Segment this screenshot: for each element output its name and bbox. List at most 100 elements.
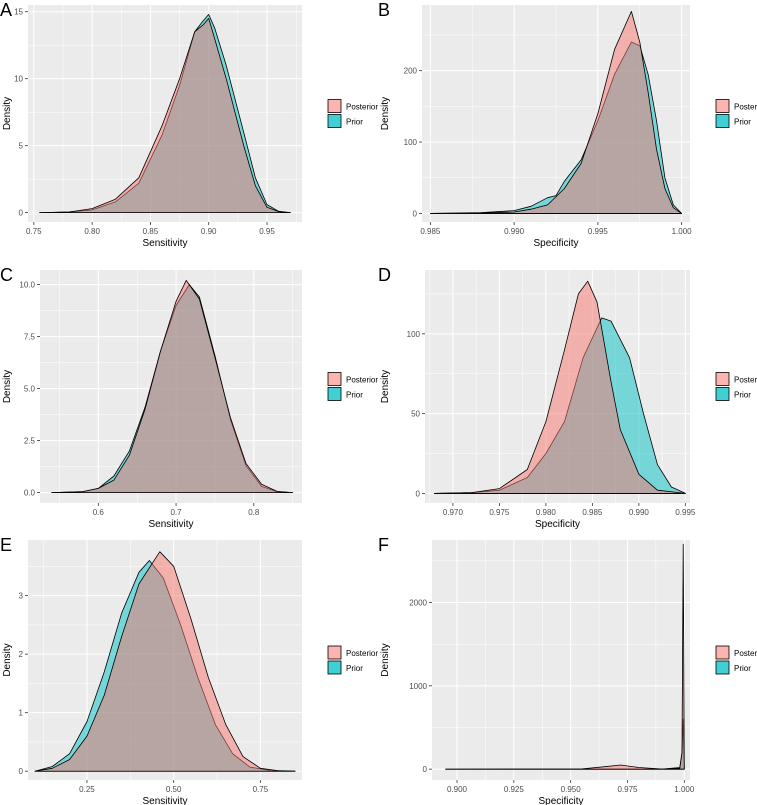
y-tick-label: 15 [14, 8, 23, 17]
legend-swatch-posterior [715, 645, 730, 660]
x-tick-label: 0.6 [93, 508, 105, 517]
density-posterior [34, 551, 296, 772]
y-tick-label: 1000 [409, 682, 427, 691]
y-tick-label: 3 [19, 592, 24, 601]
y-tick-label: 2000 [409, 599, 427, 608]
y-tick-label: 10.0 [19, 281, 35, 290]
legend: Posterior Prior [327, 645, 378, 675]
x-tick-label: 0.50 [166, 785, 182, 794]
x-tick-label: 0.85 [143, 227, 159, 236]
y-tick-label: 5.0 [24, 385, 36, 394]
legend-swatch-posterior [327, 645, 342, 660]
x-tick-label: 0.995 [588, 227, 609, 236]
x-tick-label: 1.000 [674, 785, 695, 794]
x-axis-label: Specificity [533, 238, 578, 249]
x-tick-label: 0.990 [504, 227, 525, 236]
legend-swatch-prior [715, 387, 730, 401]
y-tick-label: 100 [404, 138, 418, 147]
y-tick-label: 1 [19, 709, 24, 718]
legend-swatch-prior [715, 660, 730, 675]
x-tick-label: 0.7 [170, 508, 182, 517]
legend-label-posterior: Posterior [734, 649, 757, 658]
panel-e: E 0.25 0.50 0.75 0 1 2 3 Sensitivity Density Poste… [0, 535, 378, 805]
legend-swatch-prior [327, 387, 342, 401]
density-posterior [39, 18, 291, 214]
y-axis-label: Density [2, 370, 13, 403]
panel-letter: E [0, 535, 12, 555]
y-axis-label: Density [2, 643, 13, 676]
legend-label-prior: Prior [346, 391, 363, 400]
legend-swatch-prior [715, 114, 730, 128]
x-tick-label: 0.75 [26, 227, 42, 236]
legend: Posterior Prior [327, 372, 378, 401]
legend-label-prior: Prior [734, 664, 751, 673]
density-posterior [445, 543, 685, 770]
y-tick-label: 100 [407, 330, 421, 339]
x-tick-label: 0.975 [617, 785, 638, 794]
y-axis-label: Density [2, 97, 13, 130]
x-tick-label: 0.900 [447, 785, 468, 794]
x-tick-label: 0.75 [253, 785, 269, 794]
legend-label-posterior: Posterior [346, 376, 378, 385]
legend: Posterior Prior [715, 372, 757, 401]
y-tick-label: 2 [19, 650, 24, 659]
legend-label-posterior: Posterior [346, 103, 378, 112]
y-axis-label: Density [380, 643, 391, 676]
legend-label-posterior: Posterior [734, 103, 757, 112]
legend-label-posterior: Posterior [734, 376, 757, 385]
x-tick-label: 0.975 [489, 508, 510, 517]
x-tick-label: 0.90 [201, 227, 217, 236]
x-axis-label: Sensitivity [142, 238, 187, 249]
legend-swatch-prior [327, 660, 342, 675]
legend: Posterior Prior [715, 645, 757, 675]
panel-a: A 0.75 0.80 0.85 0.90 0.95 0 5 10 15 Sensitivity De… [0, 0, 378, 249]
density-posterior [51, 280, 294, 493]
x-tick-label: 0.950 [561, 785, 582, 794]
x-tick-label: 0.985 [420, 227, 441, 236]
y-tick-label: 0 [423, 765, 428, 774]
x-tick-label: 0.990 [629, 508, 650, 517]
x-axis-label: Sensitivity [148, 519, 193, 530]
legend-label-prior: Prior [346, 118, 363, 127]
x-tick-label: 0.970 [443, 508, 464, 517]
legend-swatch-posterior [327, 372, 342, 386]
panel-letter: C [0, 265, 13, 285]
x-axis-label: Sensitivity [142, 796, 187, 805]
y-tick-label: 0 [19, 767, 24, 776]
plot-background [432, 540, 690, 780]
panel-letter: A [0, 0, 12, 20]
x-tick-label: 0.980 [536, 508, 557, 517]
density-posterior [433, 280, 686, 494]
panel-c: C 0.6 0.7 0.8 0.0 2.5 5.0 7.5 10.0 Sensitivity Den… [0, 265, 378, 530]
x-tick-label: 0.8 [248, 508, 260, 517]
panel-letter: D [378, 265, 391, 285]
x-tick-label: 0.25 [79, 785, 95, 794]
legend-label-posterior: Posterior [346, 649, 378, 658]
panel-f: F 0.900 0.925 0.950 0.975 1.000 0 1000 2000 Speci… [378, 535, 757, 805]
legend-label-prior: Prior [346, 664, 363, 673]
y-tick-label: 0 [416, 489, 421, 498]
legend-swatch-prior [327, 114, 342, 128]
y-axis-label: Density [380, 97, 391, 130]
x-tick-label: 0.985 [582, 508, 603, 517]
legend: Posterior Prior [327, 99, 378, 128]
panel-d: D 0.970 0.975 0.980 0.985 0.990 0.995 0 50 100 Spe… [378, 265, 757, 530]
x-tick-label: 0.995 [675, 508, 696, 517]
legend-swatch-posterior [715, 99, 730, 113]
panel-letter: B [378, 0, 390, 20]
y-tick-label: 0 [413, 209, 418, 218]
legend-label-prior: Prior [734, 118, 751, 127]
density-posterior [429, 11, 683, 214]
panel-b: B 0.985 0.990 0.995 1.000 0 100 200 Specificity D… [378, 0, 757, 249]
y-tick-label: 0.0 [24, 489, 36, 498]
legend-swatch-posterior [715, 372, 730, 386]
y-tick-label: 50 [411, 410, 420, 419]
y-tick-label: 0 [19, 209, 24, 218]
panel-letter: F [378, 535, 389, 555]
x-tick-label: 0.925 [504, 785, 525, 794]
y-tick-label: 200 [404, 67, 418, 76]
x-tick-label: 1.000 [672, 227, 693, 236]
x-tick-label: 0.80 [84, 227, 100, 236]
y-tick-label: 2.5 [24, 437, 36, 446]
